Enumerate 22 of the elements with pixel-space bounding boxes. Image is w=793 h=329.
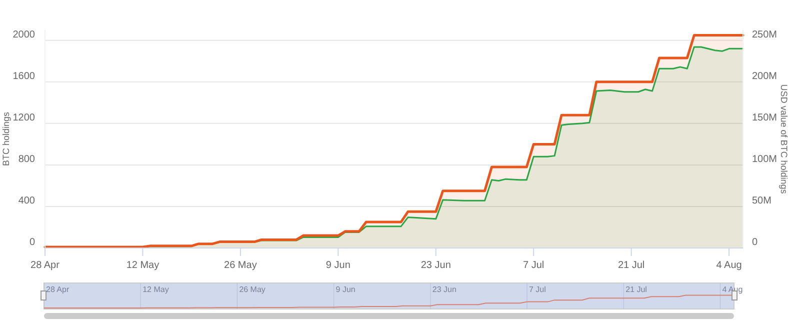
y2-tick-label: 150M [752,112,778,124]
y2-tick-label: 200M [752,70,778,82]
x-tick-label: 23 Jun [420,260,451,271]
x-tick-label: 21 Jul [618,260,645,271]
y-axis-title: BTC holdings [1,111,11,166]
y-tick-label: 400 [18,195,36,206]
y2-tick-label: 100M [752,154,778,165]
x-tick-label: 26 May [224,260,257,271]
y-tick-label: 800 [18,154,36,165]
x-tick-label: 28 Apr [30,260,60,271]
y-tick-label: 2000 [12,29,36,40]
y-tick-label: 1200 [12,112,36,124]
y2-tick-label: 0 [752,237,758,248]
y-tick-label: 0 [29,237,36,248]
x-tick-label: 12 May [126,260,160,271]
x-tick-label: 4 Aug [716,260,742,271]
x-tick-label: 9 Jun [326,260,350,271]
y2-axis-title: USD value of BTC holdings [779,84,789,194]
y-tick-label: 1600 [12,70,36,82]
y2-tick-label: 250M [752,29,778,40]
y2-tick-label: 50M [752,195,772,206]
x-tick-label: 7 Jul [523,260,544,271]
